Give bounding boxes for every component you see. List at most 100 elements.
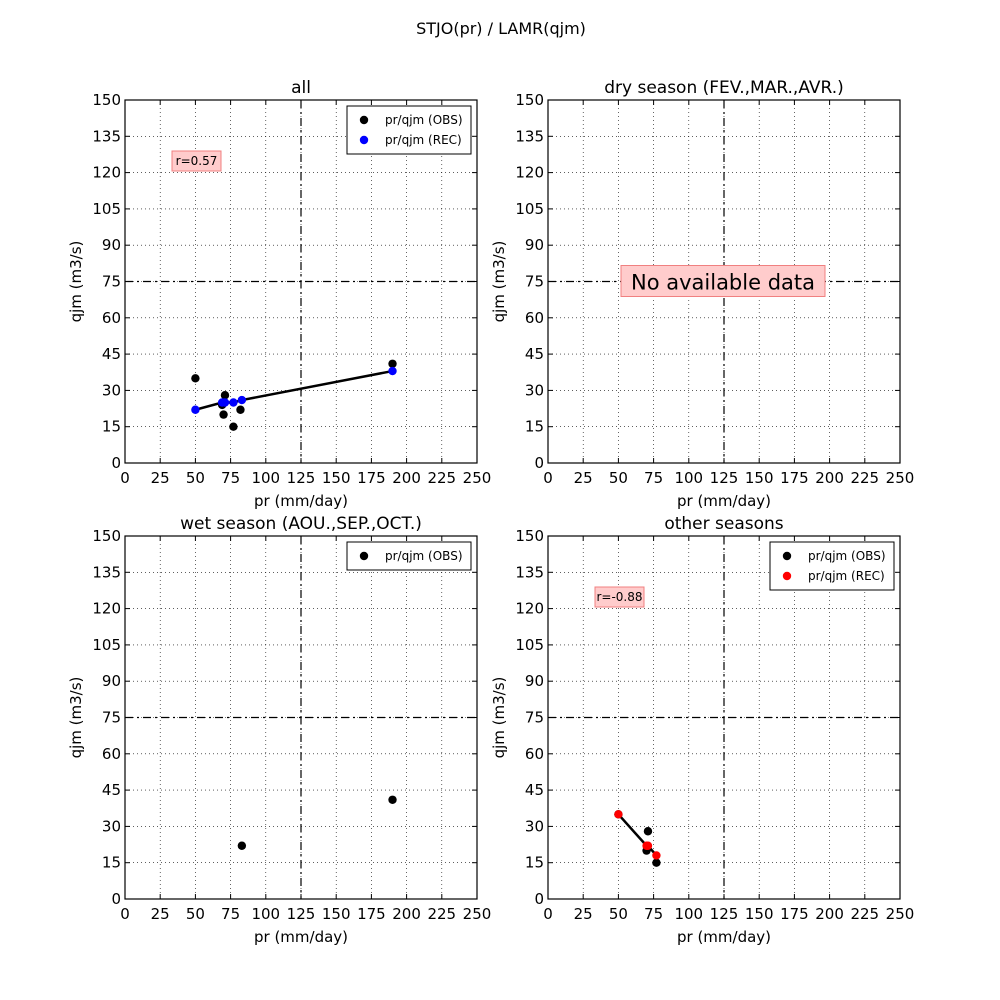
x-tick-label: 50 (609, 469, 628, 487)
y-tick-label: 75 (525, 709, 544, 727)
y-tick-label: 105 (515, 200, 544, 218)
x-tick-label: 50 (186, 905, 205, 923)
correlation-box (594, 586, 645, 608)
obs-point (236, 405, 245, 414)
x-tick-label: 250 (463, 905, 492, 923)
x-axis-label: pr (mm/day) (677, 492, 771, 510)
legend-marker (782, 551, 792, 561)
y-tick-label: 30 (525, 817, 544, 835)
legend-label: pr/qjm (REC) (385, 133, 462, 147)
rec-point (229, 398, 238, 407)
panel-title: all (291, 78, 311, 98)
no-data-box (620, 265, 826, 297)
rec-point (614, 810, 623, 819)
x-tick-label: 125 (710, 905, 739, 923)
y-tick-label: 15 (525, 854, 544, 872)
y-tick-label: 120 (92, 164, 121, 182)
x-tick-label: 100 (674, 905, 703, 923)
x-tick-label: 0 (120, 905, 130, 923)
y-tick-label: 135 (515, 127, 544, 145)
x-tick-label: 150 (322, 905, 351, 923)
x-tick-label: 125 (710, 469, 739, 487)
x-tick-label: 175 (357, 469, 386, 487)
y-tick-label: 30 (102, 381, 121, 399)
x-tick-label: 200 (392, 469, 421, 487)
y-tick-label: 150 (515, 527, 544, 545)
y-tick-label: 45 (525, 781, 544, 799)
y-tick-label: 75 (102, 709, 121, 727)
legend-marker (359, 115, 369, 125)
x-tick-label: 225 (850, 469, 879, 487)
y-tick-label: 90 (102, 672, 121, 690)
y-tick-label: 75 (102, 273, 121, 291)
x-tick-label: 25 (574, 469, 593, 487)
y-tick-label: 0 (534, 890, 544, 908)
x-tick-label: 225 (427, 905, 456, 923)
y-tick-label: 90 (525, 236, 544, 254)
y-tick-label: 105 (92, 636, 121, 654)
y-axis-label: qjm (m3/s) (490, 677, 508, 759)
correlation-box (171, 150, 222, 172)
y-tick-label: 120 (92, 600, 121, 618)
y-tick-label: 60 (525, 309, 544, 327)
x-tick-label: 75 (221, 469, 240, 487)
obs-point (643, 827, 653, 836)
x-tick-label: 250 (886, 905, 915, 923)
y-axis-label: qjm (m3/s) (490, 241, 508, 323)
y-tick-label: 60 (102, 745, 121, 763)
x-tick-label: 0 (120, 469, 130, 487)
y-tick-label: 45 (102, 781, 121, 799)
y-tick-label: 90 (525, 672, 544, 690)
panel-all: 0 25 50 75 100 125 150 175 200 225 250 0 15 30 45 60 75 9… (67, 78, 491, 510)
correlation-label: r=-0.88 (596, 590, 642, 604)
rec-point (237, 395, 247, 405)
x-tick-label: 200 (392, 905, 421, 923)
figure-suptitle: STJO(pr) / LAMR(qjm) (416, 19, 586, 38)
y-tick-label: 105 (515, 636, 544, 654)
rec-point (643, 841, 653, 850)
y-tick-label: 150 (92, 91, 121, 109)
y-tick-label: 135 (92, 127, 121, 145)
regression-line (195, 369, 393, 411)
rec-point (652, 851, 661, 860)
y-tick-label: 60 (525, 745, 544, 763)
y-tick-label: 90 (102, 236, 121, 254)
y-tick-label: 60 (102, 309, 121, 327)
x-tick-label: 25 (151, 469, 170, 487)
legend-box (346, 105, 472, 155)
y-tick-label: 135 (515, 563, 544, 581)
x-tick-label: 50 (186, 469, 205, 487)
y-tick-label: 120 (515, 164, 544, 182)
legend-marker (782, 571, 792, 581)
x-tick-label: 150 (745, 905, 774, 923)
x-tick-label: 250 (463, 469, 492, 487)
x-axis-label: pr (mm/day) (254, 492, 348, 510)
x-tick-label: 175 (357, 905, 386, 923)
x-tick-label: 0 (543, 905, 553, 923)
x-tick-label: 225 (427, 469, 456, 487)
x-tick-label: 200 (815, 905, 844, 923)
y-tick-label: 75 (525, 273, 544, 291)
panel-other-seasons: 0 25 50 75 100 125 150 175 200 225 250 0 15 30 45 60 75 9… (490, 514, 914, 946)
legend-marker (359, 135, 369, 145)
y-tick-label: 150 (515, 91, 544, 109)
x-tick-label: 25 (151, 905, 170, 923)
panel-title: dry season (FEV.,MAR.,AVR.) (604, 78, 844, 98)
y-tick-label: 120 (515, 600, 544, 618)
x-tick-label: 100 (674, 469, 703, 487)
y-tick-label: 135 (92, 563, 121, 581)
panel-title: wet season (AOU.,SEP.,OCT.) (180, 514, 422, 534)
legend-box (769, 541, 895, 591)
obs-point (388, 795, 397, 804)
y-axis-label: qjm (m3/s) (67, 241, 85, 323)
obs-point (229, 422, 238, 431)
x-tick-label: 175 (780, 469, 809, 487)
x-tick-label: 100 (251, 469, 280, 487)
y-tick-label: 45 (525, 345, 544, 363)
y-tick-label: 15 (102, 418, 121, 436)
rec-point (191, 405, 200, 414)
x-axis-label: pr (mm/day) (677, 928, 771, 946)
x-tick-label: 125 (287, 469, 316, 487)
y-tick-label: 30 (525, 381, 544, 399)
